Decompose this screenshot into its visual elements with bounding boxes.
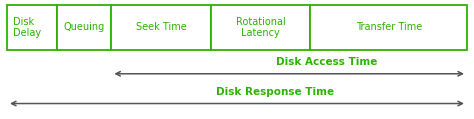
Text: Disk Response Time: Disk Response Time xyxy=(216,87,334,97)
Bar xyxy=(111,5,211,50)
Text: Queuing: Queuing xyxy=(64,22,105,32)
Bar xyxy=(57,5,111,50)
Bar xyxy=(211,5,310,50)
Text: Seek Time: Seek Time xyxy=(136,22,187,32)
Text: Disk Access Time: Disk Access Time xyxy=(276,57,378,67)
Text: Transfer Time: Transfer Time xyxy=(356,22,422,32)
Text: Rotational
Latency: Rotational Latency xyxy=(236,17,285,38)
Text: Disk
Delay: Disk Delay xyxy=(13,17,41,38)
Bar xyxy=(310,5,467,50)
Bar xyxy=(7,5,57,50)
